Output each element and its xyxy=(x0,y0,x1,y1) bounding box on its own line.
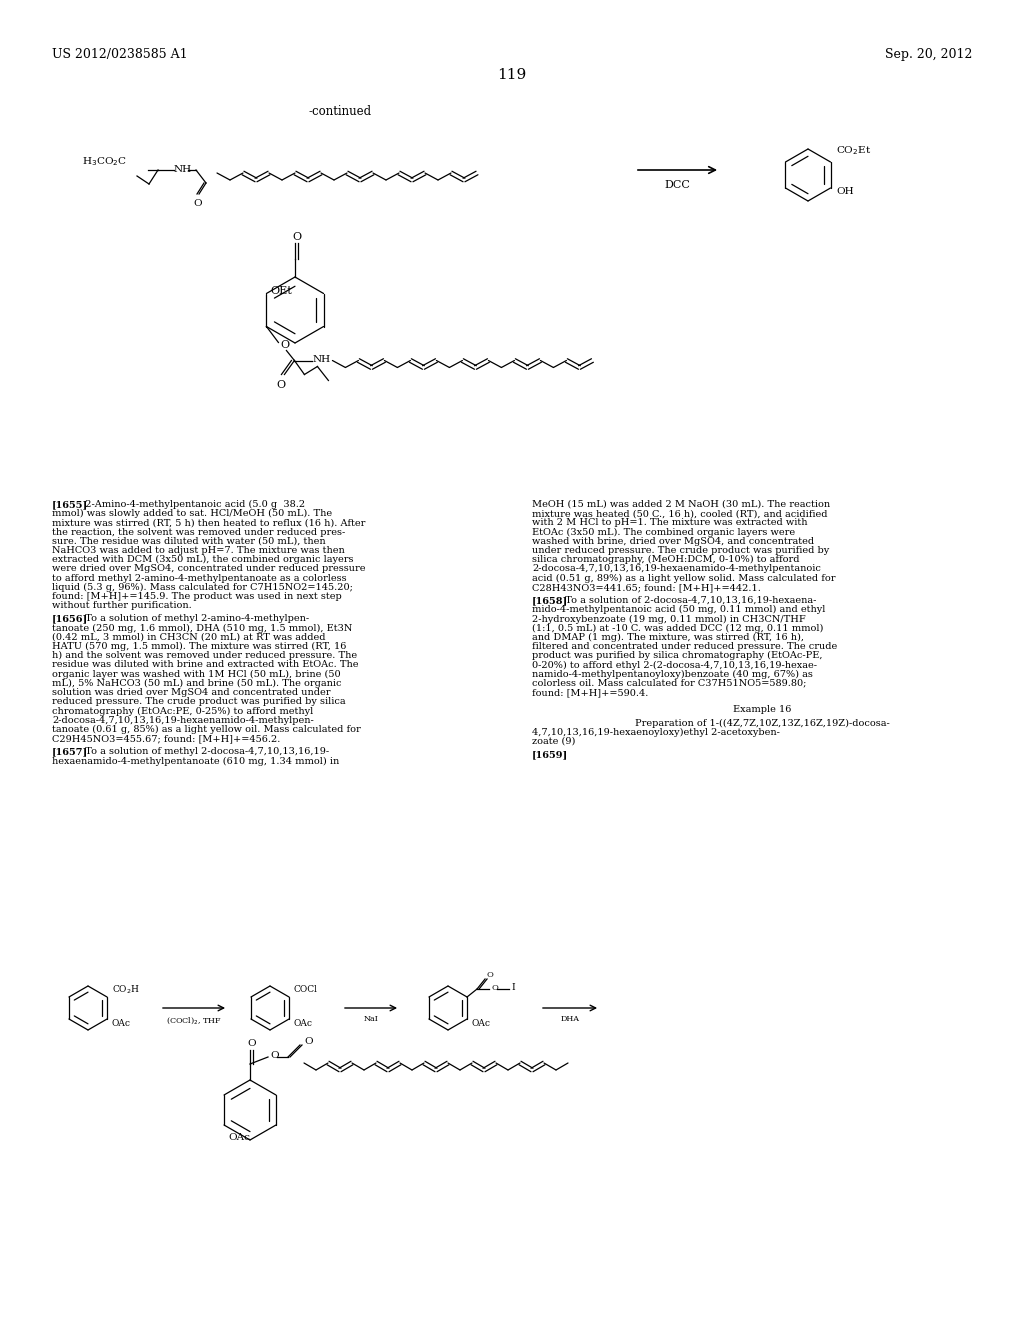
Text: organic layer was washed with 1M HCl (50 mL), brine (50: organic layer was washed with 1M HCl (50… xyxy=(52,669,341,678)
Text: Example 16: Example 16 xyxy=(733,705,792,714)
Text: mixture was heated (50 C., 16 h), cooled (RT), and acidified: mixture was heated (50 C., 16 h), cooled… xyxy=(532,510,827,519)
Text: O: O xyxy=(270,1052,279,1060)
Text: NaHCO3 was added to adjust pH=7. The mixture was then: NaHCO3 was added to adjust pH=7. The mix… xyxy=(52,546,345,554)
Text: [1658]: [1658] xyxy=(532,597,568,605)
Text: Sep. 20, 2012: Sep. 20, 2012 xyxy=(885,48,972,61)
Text: To a solution of methyl 2-amino-4-methylpen-: To a solution of methyl 2-amino-4-methyl… xyxy=(79,614,309,623)
Text: (1:1, 0.5 mL) at -10 C. was added DCC (12 mg, 0.11 mmol): (1:1, 0.5 mL) at -10 C. was added DCC (1… xyxy=(532,623,823,632)
Text: O: O xyxy=(276,380,286,391)
Text: EtOAc (3x50 mL). The combined organic layers were: EtOAc (3x50 mL). The combined organic la… xyxy=(532,528,795,537)
Text: under reduced pressure. The crude product was purified by: under reduced pressure. The crude produc… xyxy=(532,546,829,554)
Text: HATU (570 mg, 1.5 mmol). The mixture was stirred (RT, 16: HATU (570 mg, 1.5 mmol). The mixture was… xyxy=(52,642,346,651)
Text: reduced pressure. The crude product was purified by silica: reduced pressure. The crude product was … xyxy=(52,697,346,706)
Text: washed with brine, dried over MgSO4, and concentrated: washed with brine, dried over MgSO4, and… xyxy=(532,537,814,545)
Text: NH: NH xyxy=(174,165,193,173)
Text: the reaction, the solvent was removed under reduced pres-: the reaction, the solvent was removed un… xyxy=(52,528,345,537)
Text: extracted with DCM (3x50 mL), the combined organic layers: extracted with DCM (3x50 mL), the combin… xyxy=(52,556,353,565)
Text: sure. The residue was diluted with water (50 mL), then: sure. The residue was diluted with water… xyxy=(52,537,326,545)
Text: chromatography (EtOAc:PE, 0-25%) to afford methyl: chromatography (EtOAc:PE, 0-25%) to affo… xyxy=(52,706,313,715)
Text: without further purification.: without further purification. xyxy=(52,601,191,610)
Text: colorless oil. Mass calculated for C37H51NO5=589.80;: colorless oil. Mass calculated for C37H5… xyxy=(532,678,806,688)
Text: C29H45NO3=455.67; found: [M+H]+=456.2.: C29H45NO3=455.67; found: [M+H]+=456.2. xyxy=(52,734,281,743)
Text: -continued: -continued xyxy=(308,106,372,117)
Text: Preparation of 1-((4Z,7Z,10Z,13Z,16Z,19Z)-docosa-: Preparation of 1-((4Z,7Z,10Z,13Z,16Z,19Z… xyxy=(635,718,890,727)
Text: hexaenamido-4-methylpentanoate (610 mg, 1.34 mmol) in: hexaenamido-4-methylpentanoate (610 mg, … xyxy=(52,756,339,766)
Text: [1657]: [1657] xyxy=(52,747,88,756)
Text: O: O xyxy=(492,983,498,993)
Text: O: O xyxy=(304,1036,312,1045)
Text: OAc: OAc xyxy=(472,1019,490,1028)
Text: 2-Amino-4-methylpentanoic acid (5.0 g  38.2: 2-Amino-4-methylpentanoic acid (5.0 g 38… xyxy=(79,500,305,510)
Text: O: O xyxy=(281,341,290,351)
Text: were dried over MgSO4, concentrated under reduced pressure: were dried over MgSO4, concentrated unde… xyxy=(52,565,366,573)
Text: To a solution of 2-docosa-4,7,10,13,16,19-hexaena-: To a solution of 2-docosa-4,7,10,13,16,1… xyxy=(559,597,816,605)
Text: 0-20%) to afford ethyl 2-(2-docosa-4,7,10,13,16,19-hexae-: 0-20%) to afford ethyl 2-(2-docosa-4,7,1… xyxy=(532,660,817,669)
Text: OAc: OAc xyxy=(112,1019,131,1028)
Text: OEt: OEt xyxy=(270,286,292,297)
Text: h) and the solvent was removed under reduced pressure. The: h) and the solvent was removed under red… xyxy=(52,651,357,660)
Text: To a solution of methyl 2-docosa-4,7,10,13,16,19-: To a solution of methyl 2-docosa-4,7,10,… xyxy=(79,747,329,756)
Text: MeOH (15 mL) was added 2 M NaOH (30 mL). The reaction: MeOH (15 mL) was added 2 M NaOH (30 mL).… xyxy=(532,500,830,510)
Text: 119: 119 xyxy=(498,69,526,82)
Text: mL), 5% NaHCO3 (50 mL) and brine (50 mL). The organic: mL), 5% NaHCO3 (50 mL) and brine (50 mL)… xyxy=(52,678,341,688)
Text: [1659]: [1659] xyxy=(532,750,568,759)
Text: US 2012/0238585 A1: US 2012/0238585 A1 xyxy=(52,48,187,61)
Text: mido-4-methylpentanoic acid (50 mg, 0.11 mmol) and ethyl: mido-4-methylpentanoic acid (50 mg, 0.11… xyxy=(532,605,825,614)
Text: acid (0.51 g, 89%) as a light yellow solid. Mass calculated for: acid (0.51 g, 89%) as a light yellow sol… xyxy=(532,574,836,582)
Text: DHA: DHA xyxy=(560,1015,580,1023)
Text: [1656]: [1656] xyxy=(52,614,88,623)
Text: O: O xyxy=(486,972,493,979)
Text: 4,7,10,13,16,19-hexaenoyloxy)ethyl 2-acetoxyben-: 4,7,10,13,16,19-hexaenoyloxy)ethyl 2-ace… xyxy=(532,727,780,737)
Text: OAc: OAc xyxy=(294,1019,313,1028)
Text: found: [M+H]+=590.4.: found: [M+H]+=590.4. xyxy=(532,688,648,697)
Text: found: [M+H]+=145.9. The product was used in next step: found: [M+H]+=145.9. The product was use… xyxy=(52,591,342,601)
Text: with 2 M HCl to pH=1. The mixture was extracted with: with 2 M HCl to pH=1. The mixture was ex… xyxy=(532,519,808,528)
Text: (COCl)$_2$, THF: (COCl)$_2$, THF xyxy=(166,1015,222,1026)
Text: namido-4-methylpentanoyloxy)benzoate (40 mg, 67%) as: namido-4-methylpentanoyloxy)benzoate (40… xyxy=(532,669,813,678)
Text: mixture was stirred (RT, 5 h) then heated to reflux (16 h). After: mixture was stirred (RT, 5 h) then heate… xyxy=(52,519,366,528)
Text: NH: NH xyxy=(312,355,331,364)
Text: OH: OH xyxy=(836,186,854,195)
Text: to afford methyl 2-amino-4-methylpentanoate as a colorless: to afford methyl 2-amino-4-methylpentano… xyxy=(52,574,347,582)
Text: tanoate (0.61 g, 85%) as a light yellow oil. Mass calculated for: tanoate (0.61 g, 85%) as a light yellow … xyxy=(52,725,360,734)
Text: H$_3$CO$_2$C: H$_3$CO$_2$C xyxy=(82,156,127,169)
Text: CO$_2$H: CO$_2$H xyxy=(112,983,140,997)
Text: 2-docosa-4,7,10,13,16,19-hexaenamido-4-methylpentanoic: 2-docosa-4,7,10,13,16,19-hexaenamido-4-m… xyxy=(532,565,821,573)
Text: DCC: DCC xyxy=(665,180,690,190)
Text: zoate (9): zoate (9) xyxy=(532,737,575,746)
Text: O: O xyxy=(194,199,203,209)
Text: COCl: COCl xyxy=(294,986,317,994)
Text: (0.42 mL, 3 mmol) in CH3CN (20 mL) at RT was added: (0.42 mL, 3 mmol) in CH3CN (20 mL) at RT… xyxy=(52,632,326,642)
Text: product was purified by silica chromatography (EtOAc-PE,: product was purified by silica chromatog… xyxy=(532,651,822,660)
Text: [1655]: [1655] xyxy=(52,500,88,510)
Text: residue was diluted with brine and extracted with EtOAc. The: residue was diluted with brine and extra… xyxy=(52,660,358,669)
Text: 2-docosa-4,7,10,13,16,19-hexaenamido-4-methylpen-: 2-docosa-4,7,10,13,16,19-hexaenamido-4-m… xyxy=(52,715,313,725)
Text: I: I xyxy=(511,983,515,993)
Text: and DMAP (1 mg). The mixture, was stirred (RT, 16 h),: and DMAP (1 mg). The mixture, was stirre… xyxy=(532,632,804,642)
Text: tanoate (250 mg, 1.6 mmol), DHA (510 mg, 1.5 mmol), Et3N: tanoate (250 mg, 1.6 mmol), DHA (510 mg,… xyxy=(52,623,352,632)
Text: filtered and concentrated under reduced pressure. The crude: filtered and concentrated under reduced … xyxy=(532,642,838,651)
Text: silica chromatography, (MeOH:DCM, 0-10%) to afford: silica chromatography, (MeOH:DCM, 0-10%)… xyxy=(532,556,800,565)
Text: solution was dried over MgSO4 and concentrated under: solution was dried over MgSO4 and concen… xyxy=(52,688,331,697)
Text: O: O xyxy=(247,1040,256,1048)
Text: liquid (5.3 g, 96%). Mass calculated for C7H15NO2=145.20;: liquid (5.3 g, 96%). Mass calculated for… xyxy=(52,583,353,591)
Text: NaI: NaI xyxy=(364,1015,379,1023)
Text: C28H43NO3=441.65; found: [M+H]+=442.1.: C28H43NO3=441.65; found: [M+H]+=442.1. xyxy=(532,583,761,591)
Text: O: O xyxy=(292,232,301,242)
Text: OAc: OAc xyxy=(228,1133,250,1142)
Text: mmol) was slowly added to sat. HCl/MeOH (50 mL). The: mmol) was slowly added to sat. HCl/MeOH … xyxy=(52,510,332,519)
Text: 2-hydroxybenzoate (19 mg, 0.11 mmol) in CH3CN/THF: 2-hydroxybenzoate (19 mg, 0.11 mmol) in … xyxy=(532,614,806,623)
Text: CO$_2$Et: CO$_2$Et xyxy=(836,145,871,157)
